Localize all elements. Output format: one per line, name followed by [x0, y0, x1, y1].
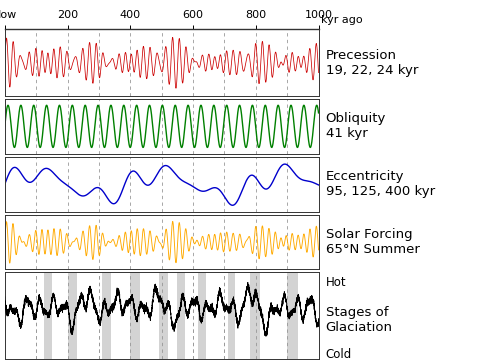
- Bar: [250, 272, 261, 359]
- Bar: [102, 272, 112, 359]
- Bar: [130, 272, 140, 359]
- Text: Stages of
Glaciation: Stages of Glaciation: [326, 306, 393, 334]
- Bar: [68, 272, 77, 359]
- Text: Solar Forcing
65°N Summer: Solar Forcing 65°N Summer: [326, 228, 420, 256]
- Bar: [228, 272, 235, 359]
- Bar: [287, 272, 298, 359]
- Text: kyr ago: kyr ago: [321, 15, 363, 25]
- Bar: [159, 272, 168, 359]
- Bar: [177, 272, 185, 359]
- Text: Obliquity
41 kyr: Obliquity 41 kyr: [326, 113, 386, 140]
- Bar: [198, 272, 205, 359]
- Text: Precession
19, 22, 24 kyr: Precession 19, 22, 24 kyr: [326, 49, 418, 77]
- Text: Hot: Hot: [326, 276, 346, 289]
- Text: Eccentricity
95, 125, 400 kyr: Eccentricity 95, 125, 400 kyr: [326, 170, 435, 198]
- Bar: [44, 272, 52, 359]
- Text: Cold: Cold: [326, 348, 352, 361]
